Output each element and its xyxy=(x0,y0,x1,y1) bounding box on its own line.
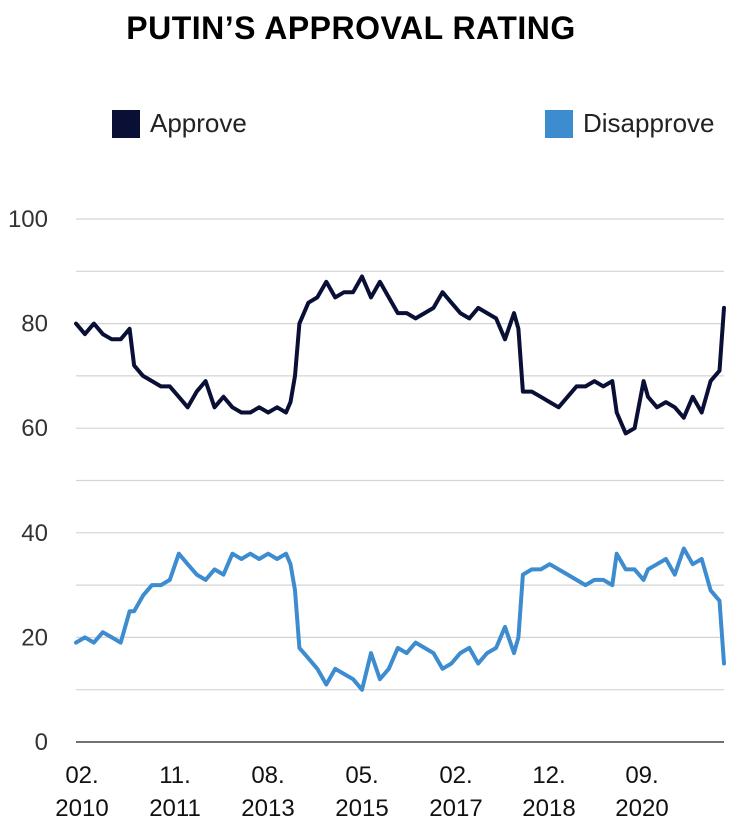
legend-item-disapprove: Disapprove xyxy=(545,108,715,139)
series-line-approve xyxy=(74,274,726,436)
y-tick-label: 100 xyxy=(8,206,48,233)
x-tick-year: 2020 xyxy=(615,795,668,822)
y-tick-label: 20 xyxy=(21,624,48,651)
approve-swatch xyxy=(112,109,140,138)
y-tick-label: 40 xyxy=(21,520,48,547)
x-tick-month: 09. xyxy=(625,762,658,789)
chart-title: PUTIN’S APPROVAL RATING xyxy=(126,10,576,46)
y-tick-label: 0 xyxy=(35,729,48,756)
x-tick-month: 05. xyxy=(345,762,378,789)
x-tick-year: 2017 xyxy=(429,795,482,822)
x-tick-year: 2010 xyxy=(55,795,108,822)
y-tick-label: 80 xyxy=(21,311,48,338)
x-tick-month: 02. xyxy=(439,762,472,789)
x-tick-year: 2018 xyxy=(522,795,575,822)
disapprove-swatch xyxy=(545,109,573,138)
x-tick-month: 02. xyxy=(65,762,98,789)
y-tick-label: 60 xyxy=(21,415,48,442)
x-tick-year: 2015 xyxy=(335,795,388,822)
x-tick-year: 2013 xyxy=(241,795,294,822)
legend-item-approve: Approve xyxy=(112,108,247,139)
x-tick-month: 08. xyxy=(251,762,284,789)
x-tick-month: 11. xyxy=(159,762,191,789)
legend-label-disapprove: Disapprove xyxy=(583,108,715,138)
x-tick-year: 2011 xyxy=(149,795,201,822)
x-tick-month: 12. xyxy=(532,762,565,789)
series-line-disapprove xyxy=(74,546,726,692)
legend-label-approve: Approve xyxy=(150,108,247,138)
